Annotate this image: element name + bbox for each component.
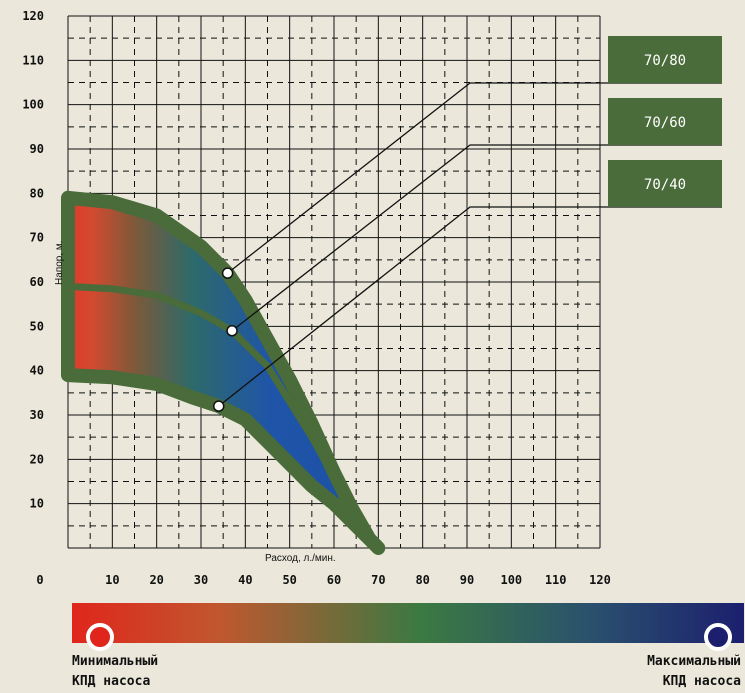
legend-box [608, 98, 722, 145]
legend: 70/80 70/60 70/40 [608, 36, 722, 207]
curve-markers [212, 267, 238, 412]
max-efficiency-label: Максимальный [647, 654, 741, 669]
x-tick-label: 80 [415, 573, 429, 587]
min-efficiency-label: Минимальный [72, 654, 159, 669]
max-efficiency-sublabel: КПД насоса [662, 674, 741, 689]
x-tick-label: 50 [282, 573, 296, 587]
y-tick-label: 20 [30, 452, 44, 466]
min-efficiency-caption: Минимальный КПД насоса [72, 652, 158, 692]
x-axis-label: Расход, л./мин. [265, 553, 336, 564]
y-tick-label: 100 [22, 98, 44, 112]
axis-ticks: 0 10 20 30 40 50 60 70 80 90 100 110 120 10 20 30 40 50 60… [22, 9, 611, 587]
legend-label: 70/60 [644, 115, 686, 131]
y-axis-label: Напор, м. [54, 240, 65, 285]
max-efficiency-marker [704, 623, 732, 651]
curve-lines [64, 194, 382, 552]
legend-box [608, 36, 722, 83]
x-tick-label: 20 [149, 573, 163, 587]
y-tick-label: 80 [30, 186, 44, 200]
x-tick-label: 70 [371, 573, 385, 587]
curve-70/60 [64, 282, 382, 552]
x-tick-label: 90 [460, 573, 474, 587]
y-tick-label: 90 [30, 142, 44, 156]
y-tick-label: 120 [22, 9, 44, 23]
curve-70/40 [64, 371, 382, 552]
curve-marker [226, 325, 238, 337]
legend-box [608, 160, 722, 207]
x-tick-label: 110 [545, 573, 567, 587]
max-efficiency-caption: Максимальный КПД насоса [647, 652, 741, 692]
legend-label: 70/40 [644, 177, 686, 193]
x-tick-label: 60 [327, 573, 341, 587]
y-tick-label: 10 [30, 497, 44, 511]
x-tick-label: 10 [105, 573, 119, 587]
x-tick-label: 120 [589, 573, 611, 587]
y-tick-label: 60 [30, 275, 44, 289]
min-efficiency-marker [86, 623, 114, 651]
x-tick-label: 100 [500, 573, 522, 587]
y-tick-label: 40 [30, 364, 44, 378]
y-tick-label: 110 [22, 53, 44, 67]
x-tick-label: 40 [238, 573, 252, 587]
min-efficiency-sublabel: КПД насоса [72, 674, 151, 689]
efficiency-scale [72, 603, 744, 651]
y-tick-label: 70 [30, 231, 44, 245]
curve-marker [221, 267, 234, 279]
efficiency-gradient-bar [72, 603, 744, 643]
curve-marker [212, 400, 225, 412]
x-tick-label: 0 [36, 573, 43, 587]
legend-label: 70/80 [644, 53, 686, 69]
y-tick-label: 30 [30, 408, 44, 422]
x-tick-label: 30 [194, 573, 208, 587]
y-tick-label: 50 [30, 319, 44, 333]
